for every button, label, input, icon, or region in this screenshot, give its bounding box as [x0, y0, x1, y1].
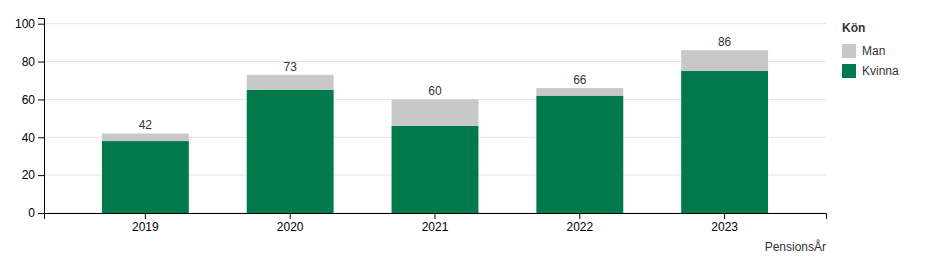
total-label: 66	[573, 73, 587, 87]
y-tick-mark	[38, 175, 44, 176]
total-label: 42	[139, 118, 153, 132]
x-tick: 2020	[277, 213, 304, 234]
bar	[102, 133, 189, 141]
x-tick: 2023	[711, 213, 738, 234]
plot: 42 73 60 66 86 2019 2020 2021 2022 2023 0 20 40 60 80 1…	[15, 17, 827, 234]
x-tick-label: 2023	[711, 220, 738, 234]
y-axis-line	[38, 19, 45, 214]
bar	[536, 96, 623, 213]
x-tick-mark	[290, 213, 291, 219]
total-label: 86	[718, 35, 732, 49]
y-tick-label: 20	[22, 168, 36, 182]
x-tick-mark	[579, 213, 580, 219]
y-tick-label: 100	[15, 17, 35, 31]
x-axis-title: PensionsÅr	[765, 239, 826, 254]
annotations: 42 73 60 66 86	[139, 35, 732, 132]
bar	[102, 141, 189, 213]
y-tick: 60	[22, 93, 44, 107]
x-tick-label: 2020	[277, 220, 304, 234]
legend-item: Man	[842, 44, 885, 58]
series	[102, 71, 768, 213]
y-tick: 80	[22, 55, 44, 69]
x-tick: 2022	[566, 213, 593, 234]
bar	[536, 88, 623, 96]
legend-label: Man	[862, 44, 885, 58]
x-tick-mark	[145, 213, 146, 219]
x-tick-mark	[435, 213, 436, 219]
total-label: 73	[284, 60, 298, 74]
y-tick-mark	[38, 24, 44, 25]
y-tick-label: 40	[22, 131, 36, 145]
bar	[247, 90, 334, 213]
legend-item: Kvinna	[842, 64, 899, 78]
bars	[102, 50, 768, 213]
y-tick-mark	[38, 213, 44, 214]
series	[102, 50, 768, 141]
x-axis-line	[45, 214, 827, 220]
x-axis: 2019 2020 2021 2022 2023	[45, 213, 827, 234]
legend-swatch	[842, 64, 856, 78]
legend-swatch	[842, 44, 856, 58]
x-tick-label: 2021	[422, 220, 449, 234]
y-tick-mark	[38, 137, 44, 138]
x-tick: 2019	[132, 213, 159, 234]
x-tick-label: 2022	[566, 220, 593, 234]
y-axis: 0 20 40 60 80 100	[15, 17, 45, 220]
bar	[247, 75, 334, 90]
legend: Kön Man Kvinna	[842, 21, 899, 78]
x-tick-mark	[724, 213, 725, 219]
legend-label: Kvinna	[862, 64, 899, 78]
bar	[392, 99, 479, 126]
x-tick-label: 2019	[132, 220, 159, 234]
y-tick-mark	[38, 62, 44, 63]
y-tick: 20	[22, 168, 44, 182]
bar	[681, 71, 768, 213]
y-tick: 0	[28, 206, 44, 220]
y-tick: 100	[15, 17, 44, 31]
y-tick-label: 80	[22, 55, 36, 69]
bar	[392, 126, 479, 213]
y-tick-label: 60	[22, 93, 36, 107]
total-label: 60	[428, 84, 442, 98]
grid	[44, 24, 826, 213]
x-tick: 2021	[422, 213, 449, 234]
bar	[681, 50, 768, 71]
y-tick-label: 0	[28, 206, 35, 220]
chart: 42 73 60 66 86 2019 2020 2021 2022 2023 0 20 40 60 80 1…	[0, 0, 946, 257]
y-tick-mark	[38, 99, 44, 100]
y-tick: 40	[22, 131, 44, 145]
legend-title: Kön	[842, 21, 865, 35]
grid-line	[44, 23, 826, 24]
